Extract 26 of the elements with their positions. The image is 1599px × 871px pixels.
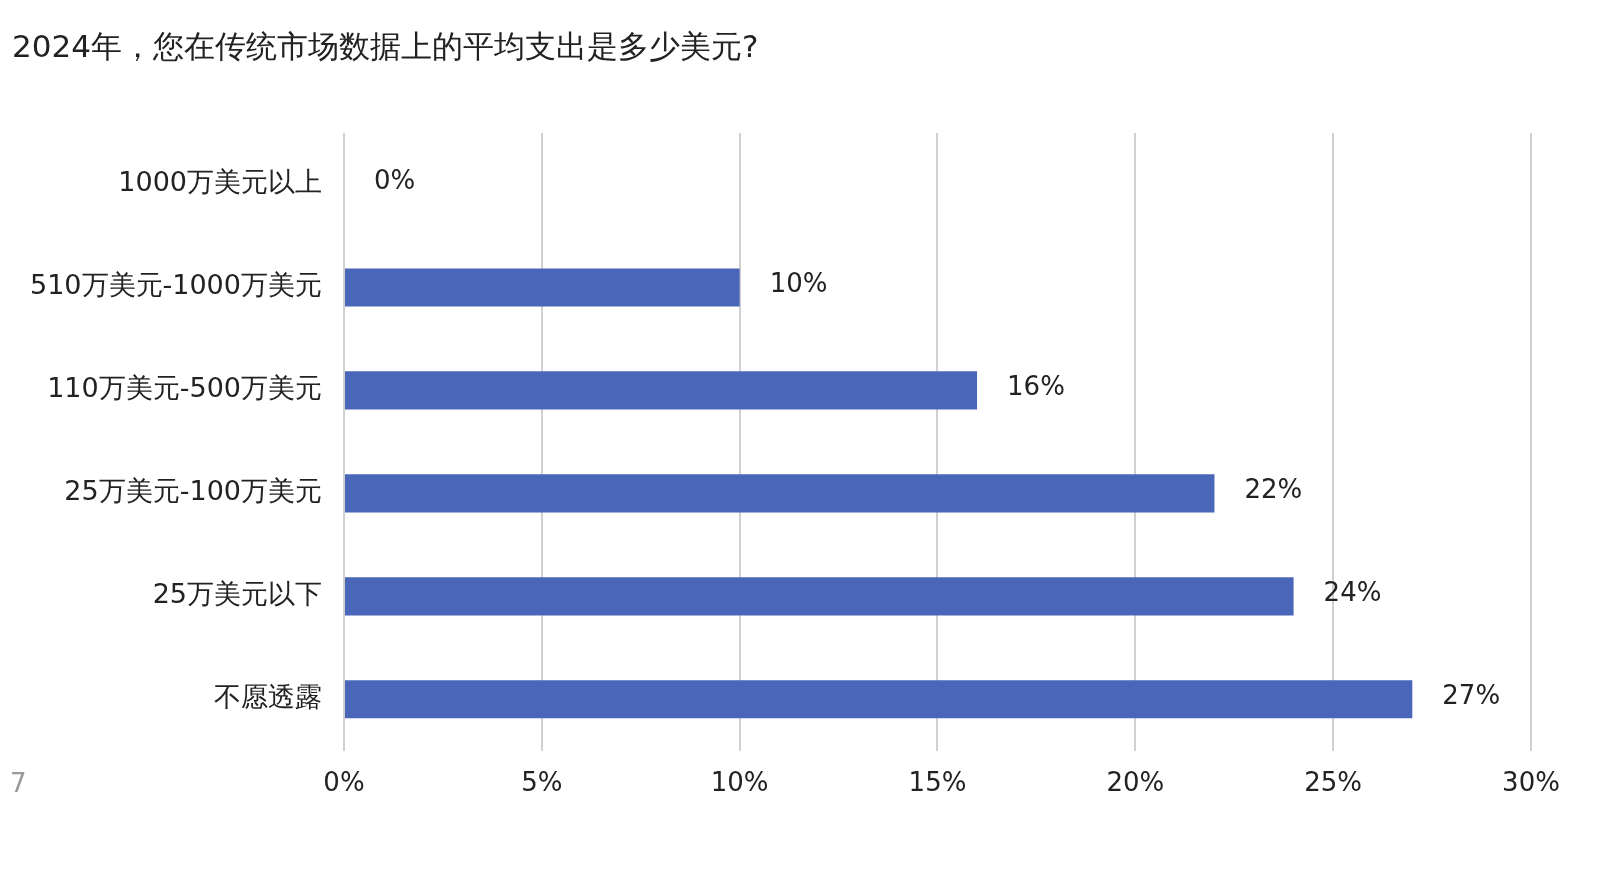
bar (344, 474, 1215, 513)
y-tick-label: 110万美元-500万美元 (47, 372, 322, 404)
data-label: 24% (1323, 577, 1382, 608)
x-tick-label: 25% (1304, 767, 1363, 798)
bar (344, 680, 1413, 719)
data-label: 22% (1244, 474, 1303, 505)
y-tick-label: 1000万美元以上 (118, 166, 322, 198)
x-tick-label: 5% (521, 767, 563, 798)
y-tick-label: 25万美元-100万美元 (64, 475, 322, 507)
x-tick-label: 30% (1502, 767, 1560, 798)
data-label: 16% (1007, 371, 1065, 402)
data-label: 27% (1442, 680, 1501, 711)
bar (344, 577, 1294, 616)
y-tick-label: 25万美元以下 (152, 578, 322, 610)
bar (344, 371, 978, 410)
x-tick-label: 0% (323, 767, 365, 798)
bar (344, 268, 740, 307)
text: 7 (10, 768, 27, 798)
chart-title: 2024年，您在传统市场数据上的平均支出是多少美元? (12, 27, 759, 66)
y-tick-label: 不愿透露 (213, 681, 322, 713)
data-label: 0% (373, 165, 416, 196)
y-tick-label: 510万美元-1000万美元 (29, 269, 322, 301)
x-tick-label: 10% (710, 767, 769, 798)
x-tick-label: 15% (908, 767, 967, 798)
data-label: 10% (769, 268, 828, 299)
x-tick-label: 20% (1106, 767, 1165, 798)
